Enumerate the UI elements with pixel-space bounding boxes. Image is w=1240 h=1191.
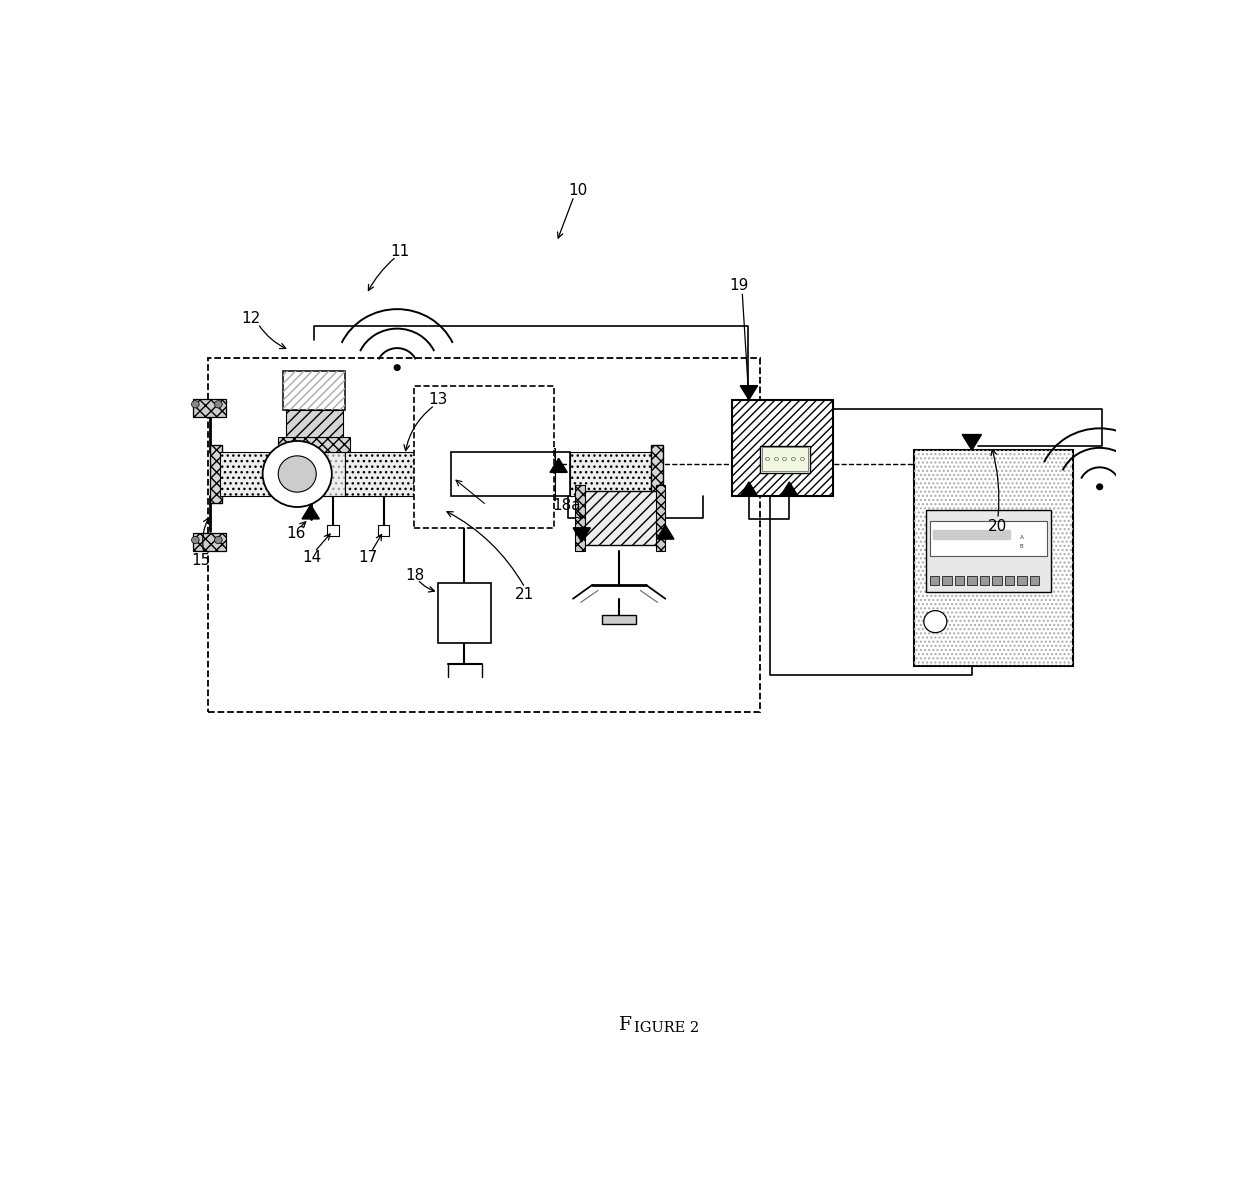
Polygon shape: [740, 482, 758, 495]
Text: 14: 14: [303, 550, 321, 565]
Text: O: O: [774, 457, 779, 462]
Bar: [208, 358, 760, 711]
Circle shape: [394, 364, 401, 370]
Bar: [955, 575, 965, 585]
Text: 16: 16: [286, 526, 306, 541]
Bar: [480, 448, 501, 500]
Bar: [601, 616, 636, 624]
Bar: [278, 437, 350, 451]
Bar: [930, 575, 939, 585]
Bar: [285, 410, 343, 437]
Polygon shape: [551, 459, 567, 473]
Text: 19: 19: [729, 278, 749, 293]
Circle shape: [263, 441, 332, 507]
Text: O: O: [791, 457, 796, 462]
Polygon shape: [657, 525, 675, 540]
Bar: [1004, 575, 1014, 585]
Text: A: A: [1019, 535, 1024, 540]
Polygon shape: [740, 386, 758, 400]
Circle shape: [278, 456, 316, 492]
Bar: [1029, 575, 1039, 585]
Bar: [439, 584, 491, 643]
Bar: [283, 372, 345, 410]
Text: F: F: [619, 1016, 631, 1034]
Bar: [451, 451, 570, 495]
Bar: [507, 448, 528, 500]
Bar: [414, 386, 554, 528]
Bar: [378, 525, 389, 536]
Bar: [763, 448, 808, 472]
Bar: [980, 575, 990, 585]
Text: 18: 18: [404, 568, 424, 584]
Bar: [914, 450, 1073, 666]
Circle shape: [924, 611, 947, 632]
Polygon shape: [962, 435, 982, 450]
Text: 21: 21: [516, 587, 534, 601]
Circle shape: [215, 400, 222, 409]
Polygon shape: [573, 528, 590, 542]
Text: 13: 13: [429, 392, 448, 407]
Text: 20: 20: [988, 519, 1007, 534]
Text: B: B: [1019, 544, 1023, 549]
Text: 11: 11: [391, 244, 409, 258]
Bar: [193, 399, 226, 417]
Text: 18a: 18a: [552, 498, 580, 512]
Bar: [283, 372, 345, 410]
Bar: [210, 444, 222, 504]
Bar: [533, 448, 554, 500]
Text: 17: 17: [358, 550, 378, 565]
Text: 10: 10: [568, 183, 588, 198]
Text: O: O: [800, 457, 805, 462]
Bar: [582, 492, 658, 544]
Bar: [651, 444, 663, 504]
Bar: [656, 485, 666, 551]
Bar: [293, 451, 345, 495]
Bar: [760, 445, 811, 473]
Bar: [293, 451, 345, 495]
Bar: [930, 520, 1047, 555]
Bar: [327, 525, 339, 536]
Circle shape: [191, 536, 200, 543]
Polygon shape: [781, 482, 797, 495]
Bar: [570, 451, 652, 495]
Text: O: O: [765, 457, 770, 462]
Bar: [345, 451, 451, 495]
Text: 15: 15: [191, 553, 211, 568]
Bar: [575, 485, 584, 551]
Bar: [221, 451, 293, 495]
Circle shape: [1096, 484, 1102, 490]
Text: O: O: [782, 457, 787, 462]
Bar: [732, 400, 832, 495]
Bar: [992, 575, 1002, 585]
Bar: [914, 450, 1073, 666]
Polygon shape: [303, 505, 320, 519]
Text: 12: 12: [242, 312, 260, 326]
Bar: [193, 532, 226, 551]
Text: IGURE 2: IGURE 2: [634, 1021, 698, 1035]
Circle shape: [191, 400, 200, 409]
Circle shape: [215, 536, 222, 543]
Bar: [453, 448, 474, 500]
Bar: [967, 575, 977, 585]
Bar: [942, 575, 951, 585]
Bar: [1017, 575, 1027, 585]
Bar: [926, 510, 1050, 592]
